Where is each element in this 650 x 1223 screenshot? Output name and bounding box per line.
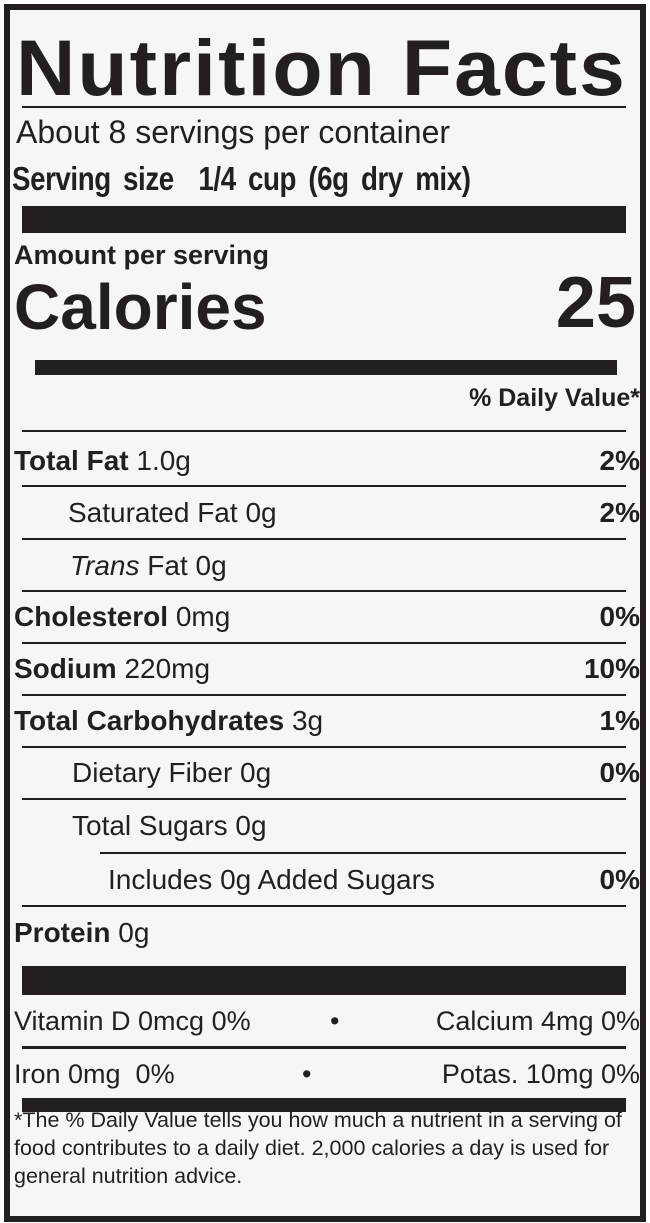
thick-divider <box>22 206 626 233</box>
nutrient-row-added-sugars: Includes 0g Added Sugars 0% <box>108 864 640 895</box>
nutrient-row-total-fat: Total Fat 1.0g 2% <box>14 445 640 476</box>
serving-size-value: 1/4 cup (6g dry mix) <box>198 160 471 197</box>
daily-value-header: % Daily Value* <box>469 384 640 412</box>
serving-size-label: Serving size <box>12 160 174 197</box>
nutrient-row-cholesterol: Cholesterol 0mg 0% <box>14 601 640 632</box>
divider <box>22 746 626 748</box>
divider <box>100 852 626 854</box>
divider <box>22 538 626 540</box>
divider <box>22 905 626 907</box>
daily-value-footnote: *The % Daily Value tells you how much a … <box>14 1108 622 1188</box>
micronutrient-row: Vitamin D 0mcg 0% • Calcium 4mg 0% <box>14 1006 640 1036</box>
divider <box>22 798 626 800</box>
label-title: Nutrition Facts <box>16 23 627 112</box>
divider <box>22 642 626 644</box>
nutrient-row-saturated-fat: Saturated Fat 0g 2% <box>68 497 640 528</box>
divider <box>22 1046 626 1049</box>
nutrient-row-sodium: Sodium 220mg 10% <box>14 653 640 684</box>
calories-label: Calories <box>14 271 267 343</box>
divider <box>22 485 626 487</box>
nutrient-row-protein: Protein 0g <box>14 917 150 948</box>
micronutrient-row: Iron 0mg 0% • Potas. 10mg 0% <box>14 1059 640 1089</box>
thick-divider <box>22 966 626 995</box>
nutrient-row-total-carbohydrates: Total Carbohydrates 3g 1% <box>14 705 640 736</box>
medium-divider <box>22 1098 626 1112</box>
calories-value: 25 <box>555 263 636 343</box>
servings-per-container: About 8 servings per container <box>16 114 451 150</box>
nutrient-row-dietary-fiber: Dietary Fiber 0g 0% <box>72 757 640 788</box>
divider <box>22 430 626 432</box>
medium-divider <box>35 360 617 375</box>
divider <box>22 590 626 592</box>
divider <box>22 694 626 696</box>
amount-per-serving: Amount per serving <box>14 240 270 270</box>
divider <box>22 106 626 108</box>
nutrient-row-total-sugars: Total Sugars 0g <box>72 810 267 841</box>
nutrient-row-trans-fat: Trans Fat 0g <box>70 550 227 581</box>
serving-size: Serving size 1/4 cup (6g dry mix) <box>12 160 471 198</box>
